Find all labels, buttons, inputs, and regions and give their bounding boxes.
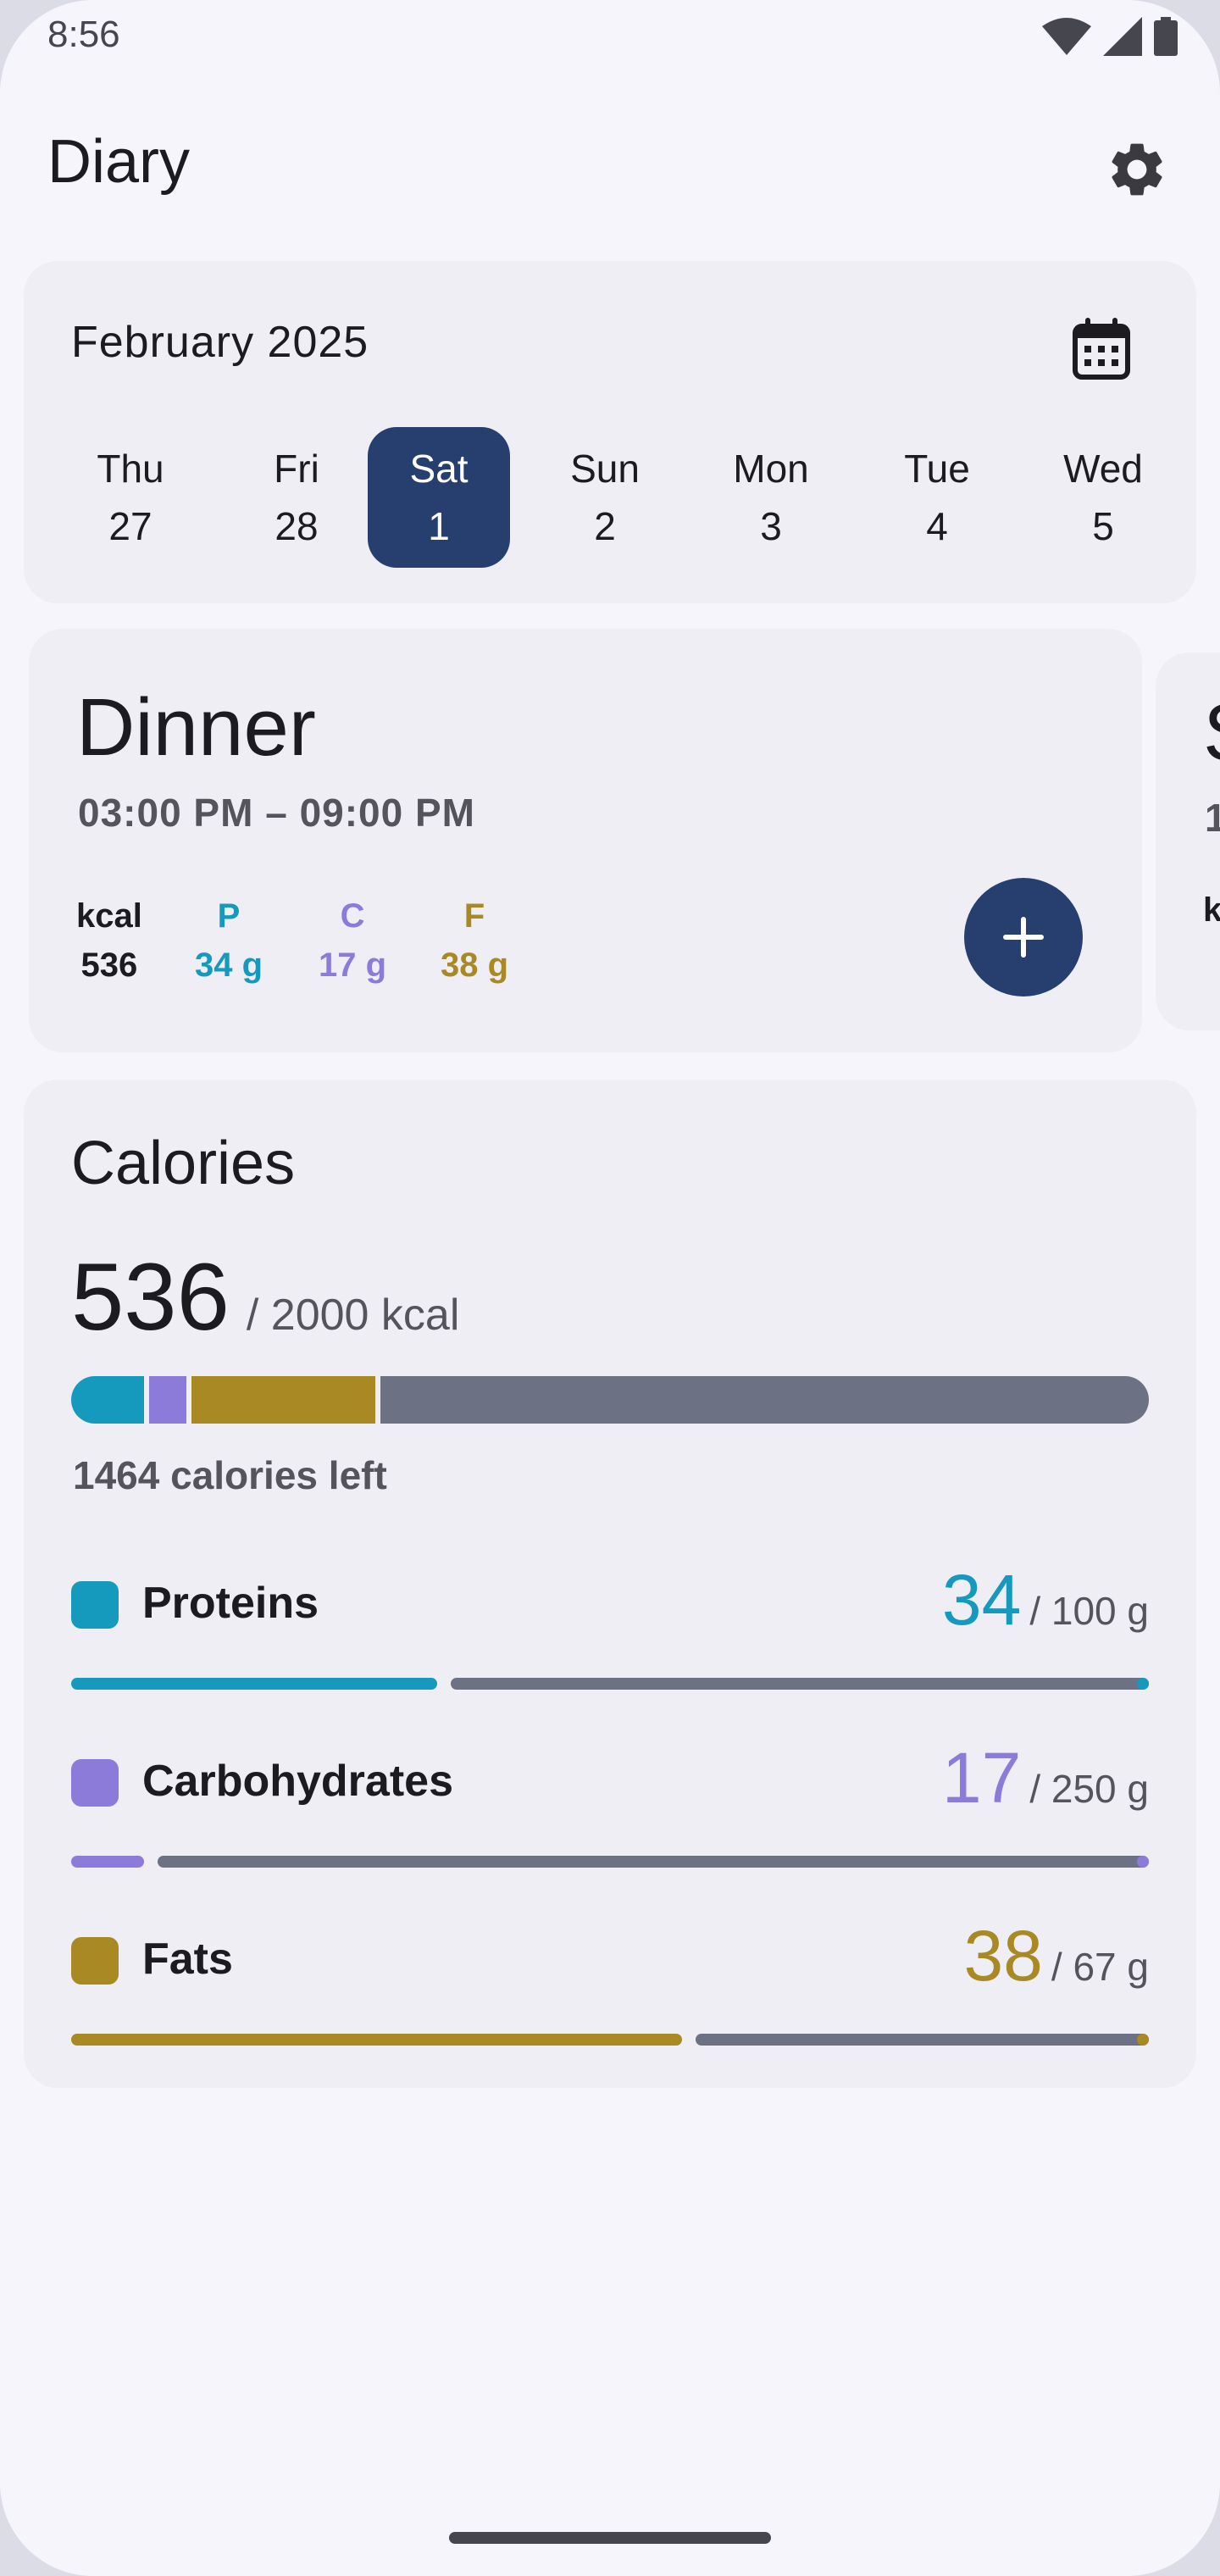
page-title: Diary [47, 128, 191, 196]
macro-progress-fill [71, 2034, 683, 2046]
macro-value: 34 [941, 1560, 1022, 1640]
macro-progress-remaining [158, 1856, 1149, 1868]
calendar-icon [1073, 318, 1130, 380]
macro-progress-fill [71, 1856, 145, 1868]
meal-fats-label: F [463, 897, 485, 935]
day-sun-2[interactable]: Sun 2 [534, 427, 676, 568]
macro-progress-end-dot [1137, 1678, 1149, 1690]
day-thu-27[interactable]: Thu 27 [59, 427, 202, 568]
day-number: 1 [428, 504, 450, 548]
gesture-navigation-bar[interactable] [449, 2532, 771, 2544]
macro-progress [71, 2034, 1149, 2046]
macro-amount: 17 / 250 g [942, 1737, 1149, 1819]
macro-progress [71, 1678, 1149, 1690]
macro-row-carbohydrates: Carbohydrates 17 / 250 g [71, 1738, 1149, 1891]
macro-progress-fill [71, 1678, 438, 1690]
day-weekday: Tue [904, 447, 970, 491]
calendar-button[interactable] [1061, 308, 1142, 390]
status-icons [1042, 17, 1178, 56]
month-label: February 2025 [71, 318, 369, 367]
calories-card: Calories 536 / 2000 kcal 1464 calories l… [24, 1080, 1196, 2088]
meal-kcal: kcal 536 [76, 891, 142, 990]
day-weekday: Sat [409, 447, 469, 491]
macro-progress-remaining [696, 2034, 1149, 2046]
day-number: 4 [926, 504, 948, 548]
meal-protein: P 34 g [195, 891, 263, 990]
proteins-swatch [71, 1581, 119, 1629]
battery-icon [1154, 17, 1178, 56]
day-weekday: Fri [274, 447, 319, 491]
remaining-segment [380, 1376, 1149, 1424]
day-number: 3 [760, 504, 782, 548]
day-weekday: Wed [1063, 447, 1143, 491]
protein-segment [71, 1376, 145, 1424]
fats-segment [191, 1376, 376, 1424]
calories-consumed: 536 [71, 1244, 230, 1350]
day-number: 28 [274, 504, 319, 548]
settings-button[interactable] [1101, 134, 1173, 205]
day-weekday: Sun [570, 447, 640, 491]
status-time: 8:56 [47, 14, 120, 55]
macro-amount: 34 / 100 g [942, 1559, 1149, 1641]
macro-target: / 67 g [1051, 1945, 1149, 1989]
day-mon-3[interactable]: Mon 3 [700, 427, 842, 568]
macro-progress-end-dot [1137, 1856, 1149, 1868]
macro-name: Fats [142, 1935, 233, 1984]
meal-carbs-value: 17 g [319, 947, 387, 984]
macro-amount: 38 / 67 g [963, 1915, 1149, 1997]
macro-name: Proteins [142, 1579, 319, 1628]
meal-name: Dinner [76, 682, 316, 773]
calories-title: Calories [71, 1130, 296, 1197]
meal-time: 03:00 PM – 09:00 PM [78, 791, 476, 835]
fats-swatch [71, 1937, 119, 1985]
peek-meal-kcal: k [1203, 891, 1220, 929]
carbohydrates-swatch [71, 1759, 119, 1807]
peek-meal-time: 1 [1205, 796, 1220, 840]
meal-kcal-label: kcal [76, 897, 142, 935]
macro-progress [71, 1856, 1149, 1868]
calories-goal: / 2000 kcal [246, 1291, 460, 1340]
wifi-icon [1042, 18, 1091, 55]
macro-row-fats: Fats 38 / 67 g [71, 1916, 1149, 2069]
macro-name: Carbohydrates [142, 1757, 453, 1806]
day-number: 27 [108, 504, 152, 548]
day-weekday: Mon [733, 447, 809, 491]
day-tue-4[interactable]: Tue 4 [866, 427, 1008, 568]
add-food-button[interactable] [964, 878, 1083, 997]
meal-card-next-peek[interactable]: S 1 k [1156, 652, 1220, 1030]
signal-icon [1103, 17, 1142, 56]
meal-protein-label: P [217, 897, 241, 935]
calories-left: 1464 calories left [73, 1453, 387, 1497]
meal-kcal-value: 536 [80, 947, 138, 984]
macro-progress-remaining [451, 1678, 1149, 1690]
macro-value: 38 [963, 1916, 1043, 1996]
macro-progress-end-dot [1137, 2034, 1149, 2046]
day-wed-5[interactable]: Wed 5 [1032, 427, 1174, 568]
meal-fats: F 38 g [441, 891, 508, 990]
meal-carbs: C 17 g [319, 891, 386, 990]
day-fri-28[interactable]: Fri 28 [225, 427, 368, 568]
meal-fats-value: 38 g [441, 947, 509, 984]
day-number: 5 [1092, 504, 1114, 548]
macro-row-proteins: Proteins 34 / 100 g [71, 1560, 1149, 1713]
meal-card-dinner[interactable]: Dinner 03:00 PM – 09:00 PM kcal 536 P 34… [29, 629, 1142, 1052]
calories-stacked-bar [71, 1376, 1149, 1424]
gear-icon [1112, 143, 1162, 196]
plus-icon [1003, 917, 1044, 958]
peek-meal-name: S [1203, 686, 1220, 780]
day-weekday: Thu [97, 447, 164, 491]
day-sat-1-selected[interactable]: Sat 1 [368, 427, 510, 568]
carbs-segment [149, 1376, 186, 1424]
date-picker-card: February 2025 Thu 27 Fri 28 Sat 1 [24, 261, 1196, 603]
calories-total: 536 / 2000 kcal [71, 1242, 459, 1352]
macro-value: 17 [941, 1738, 1022, 1818]
macro-target: / 100 g [1029, 1589, 1149, 1633]
day-number: 2 [594, 504, 616, 548]
meal-protein-value: 34 g [195, 947, 263, 984]
meal-carbs-label: C [340, 897, 365, 935]
macro-target: / 250 g [1029, 1767, 1149, 1811]
